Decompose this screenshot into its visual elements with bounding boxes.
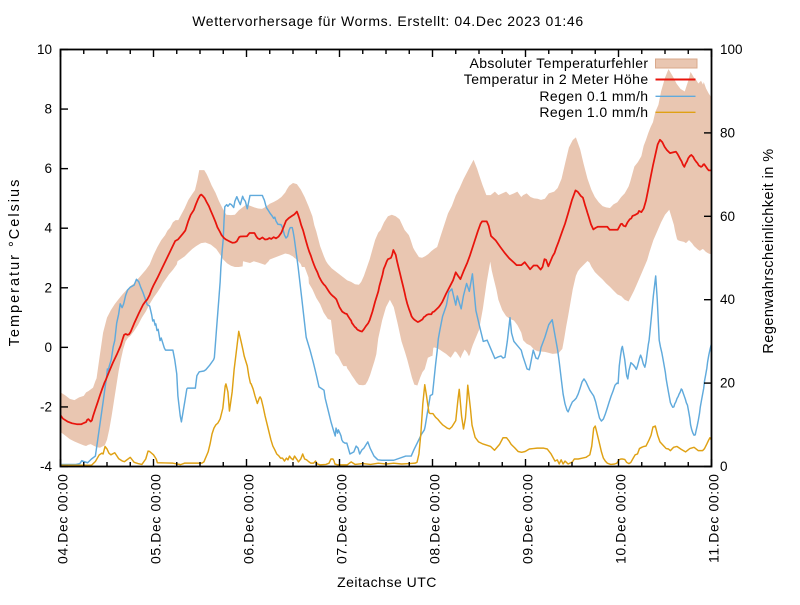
svg-text:Zeitachse UTC: Zeitachse UTC — [337, 574, 437, 590]
svg-text:Temperatur °Celsius: Temperatur °Celsius — [7, 178, 23, 347]
svg-text:0: 0 — [44, 340, 52, 355]
svg-text:10: 10 — [37, 42, 52, 57]
svg-text:6: 6 — [44, 161, 52, 176]
svg-text:04.Dec 00:00: 04.Dec 00:00 — [55, 474, 71, 564]
svg-text:05.Dec 00:00: 05.Dec 00:00 — [148, 474, 164, 564]
svg-text:11.Dec 00:00: 11.Dec 00:00 — [706, 474, 722, 563]
svg-text:06.Dec 00:00: 06.Dec 00:00 — [241, 474, 257, 564]
svg-text:8: 8 — [44, 102, 52, 117]
svg-text:Regen 1.0 mm/h: Regen 1.0 mm/h — [539, 104, 648, 120]
svg-text:40: 40 — [720, 292, 735, 307]
svg-text:-4: -4 — [40, 459, 52, 474]
svg-text:60: 60 — [720, 209, 735, 224]
svg-text:2: 2 — [44, 280, 52, 295]
svg-text:20: 20 — [720, 376, 735, 391]
svg-text:4: 4 — [44, 221, 52, 236]
svg-text:09.Dec 00:00: 09.Dec 00:00 — [520, 474, 536, 564]
svg-text:Regen 0.1 mm/h: Regen 0.1 mm/h — [539, 88, 648, 104]
svg-text:Absoluter Temperaturfehler: Absoluter Temperaturfehler — [469, 55, 648, 71]
svg-text:Temperatur in 2 Meter Höhe: Temperatur in 2 Meter Höhe — [464, 71, 649, 87]
svg-text:0: 0 — [720, 459, 728, 474]
svg-text:Wettervorhersage für Worms. Er: Wettervorhersage für Worms. Erstellt: 04… — [192, 13, 584, 29]
svg-text:08.Dec 00:00: 08.Dec 00:00 — [427, 474, 443, 564]
svg-text:Regenwahrscheinlichkeit in %: Regenwahrscheinlichkeit in % — [761, 148, 777, 353]
svg-text:07.Dec 00:00: 07.Dec 00:00 — [334, 474, 350, 564]
svg-text:100: 100 — [720, 42, 743, 57]
svg-text:-2: -2 — [40, 399, 52, 414]
svg-text:80: 80 — [720, 125, 735, 140]
svg-text:10.Dec 00:00: 10.Dec 00:00 — [613, 474, 629, 564]
